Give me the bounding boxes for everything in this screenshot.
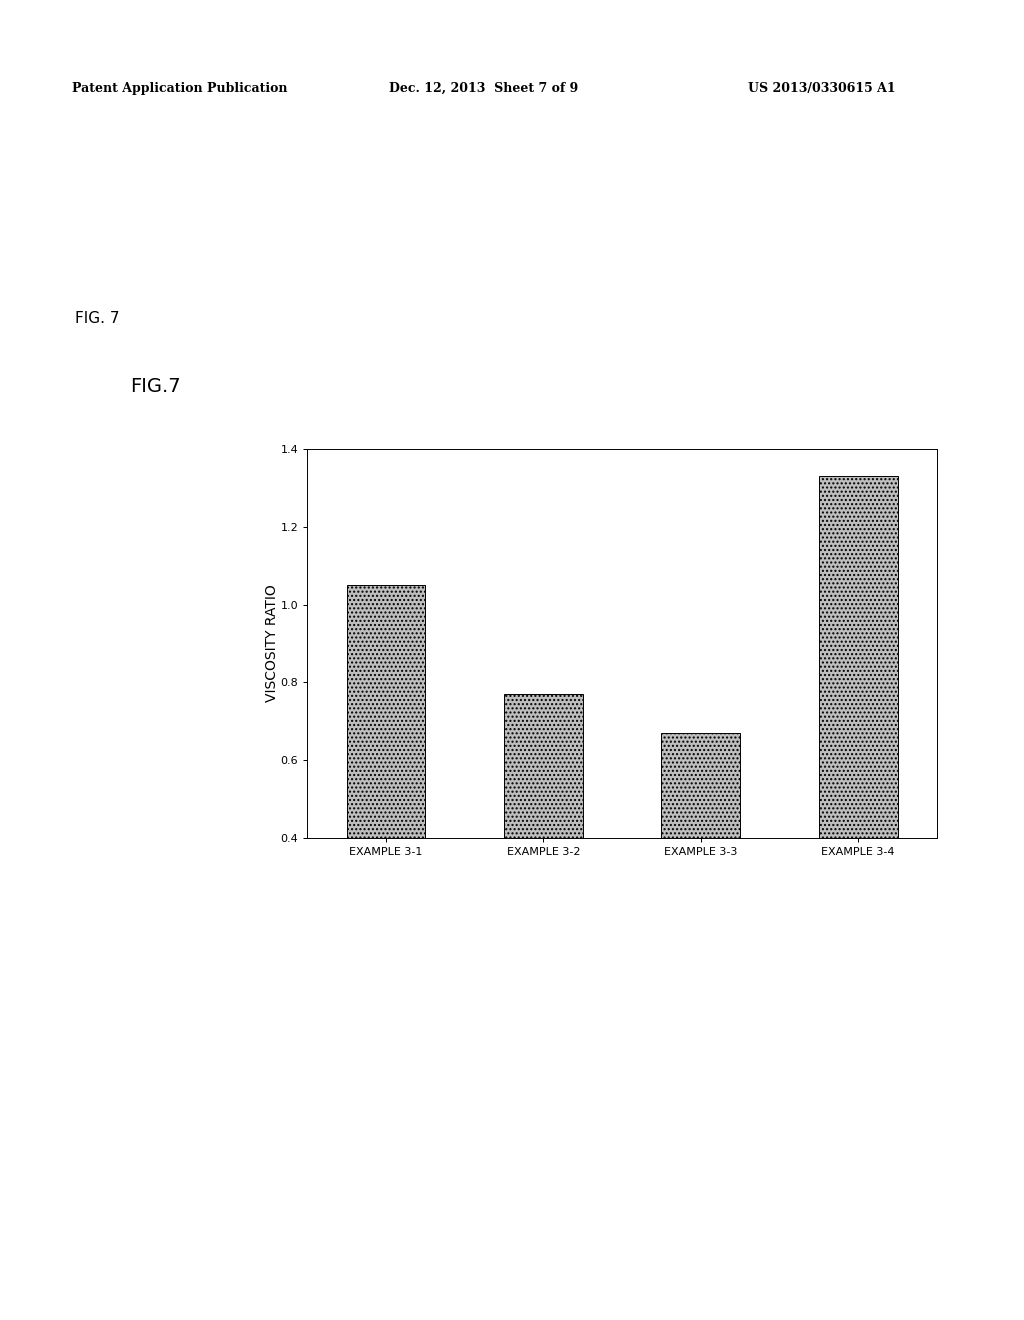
- Text: FIG.7: FIG.7: [130, 378, 180, 396]
- Bar: [819, 477, 898, 994]
- Y-axis label: VISCOSITY RATIO: VISCOSITY RATIO: [265, 585, 280, 702]
- Text: Dec. 12, 2013  Sheet 7 of 9: Dec. 12, 2013 Sheet 7 of 9: [389, 82, 579, 95]
- Bar: [346, 585, 425, 994]
- Bar: [662, 733, 740, 994]
- Text: Patent Application Publication: Patent Application Publication: [72, 82, 287, 95]
- Bar: [504, 694, 583, 994]
- Text: FIG. 7: FIG. 7: [75, 312, 119, 326]
- Text: US 2013/0330615 A1: US 2013/0330615 A1: [748, 82, 895, 95]
